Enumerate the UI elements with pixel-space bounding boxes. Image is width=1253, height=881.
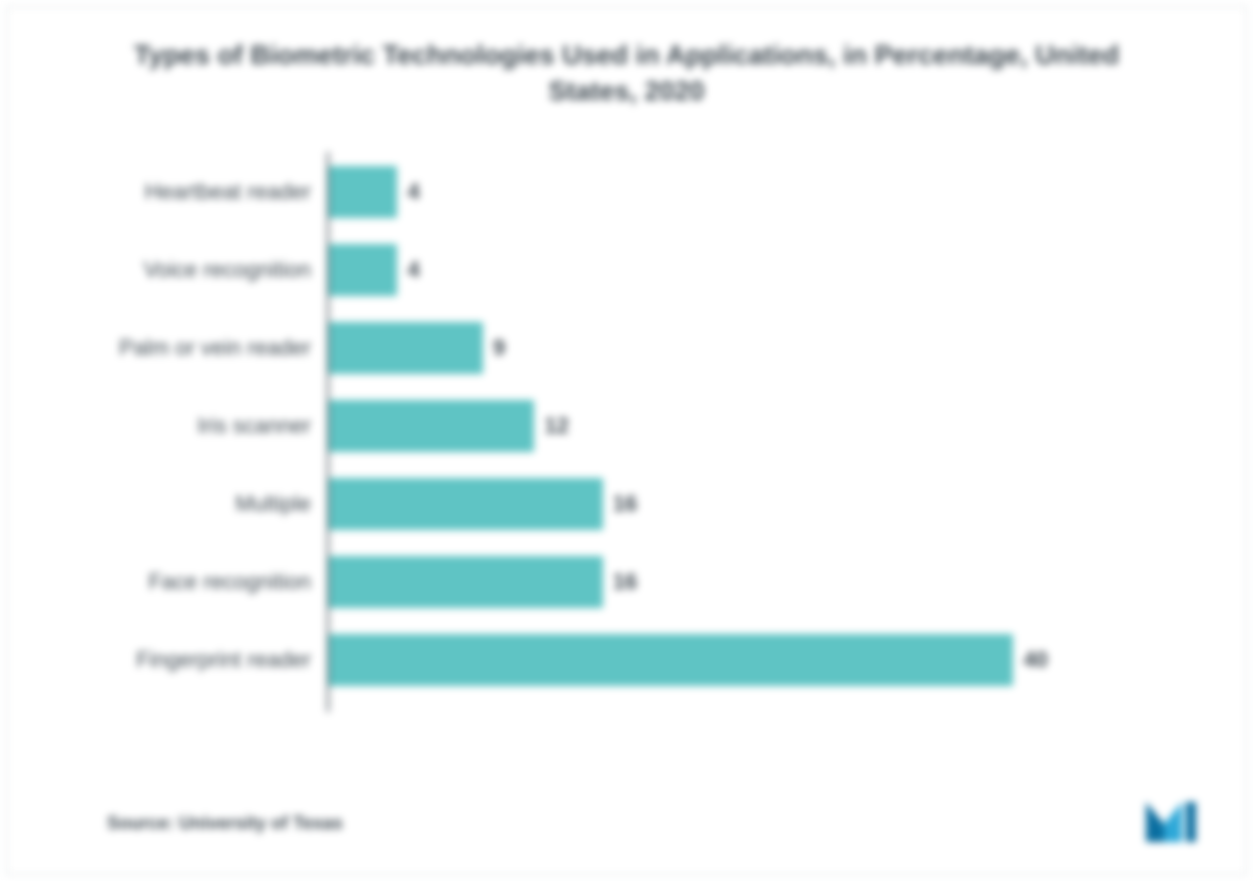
brand-logo xyxy=(1144,794,1216,844)
category-label: Voice recognition xyxy=(143,257,311,283)
bar xyxy=(329,400,534,452)
bar-row: Heartbeat reader4 xyxy=(329,166,420,218)
bar-row: Face recognition16 xyxy=(329,556,637,608)
bar xyxy=(329,322,483,374)
bar-row: Palm or vein reader9 xyxy=(329,322,505,374)
bar-row: Iris scanner12 xyxy=(329,400,569,452)
bar xyxy=(329,478,603,530)
bar-row: Voice recognition4 xyxy=(329,244,420,296)
category-label: Palm or vein reader xyxy=(119,335,311,361)
bar-row: Fingerprint reader40 xyxy=(329,634,1048,686)
bar-row: Multiple16 xyxy=(329,478,637,530)
category-label: Iris scanner xyxy=(197,413,311,439)
bar xyxy=(329,166,397,218)
bar-value-label: 16 xyxy=(613,491,637,517)
category-label: Face recognition xyxy=(148,569,311,595)
source-citation: Source: University of Texas xyxy=(107,813,343,834)
bar xyxy=(329,556,603,608)
bar xyxy=(329,634,1013,686)
bar-value-label: 16 xyxy=(613,569,637,595)
chart-frame: Types of Biometric Technologies Used in … xyxy=(6,6,1247,875)
category-label: Multiple xyxy=(235,491,311,517)
category-label: Heartbeat reader xyxy=(145,179,311,205)
bar-value-label: 9 xyxy=(493,335,505,361)
plot-area: Heartbeat reader4 Voice recognition4 Palm … xyxy=(327,152,1157,712)
bar-value-label: 40 xyxy=(1023,647,1047,673)
bar-value-label: 4 xyxy=(407,257,419,283)
category-label: Fingerprint reader xyxy=(136,647,311,673)
bar-value-label: 12 xyxy=(544,413,568,439)
chart-title: Types of Biometric Technologies Used in … xyxy=(7,7,1246,120)
bar-value-label: 4 xyxy=(407,179,419,205)
bar xyxy=(329,244,397,296)
